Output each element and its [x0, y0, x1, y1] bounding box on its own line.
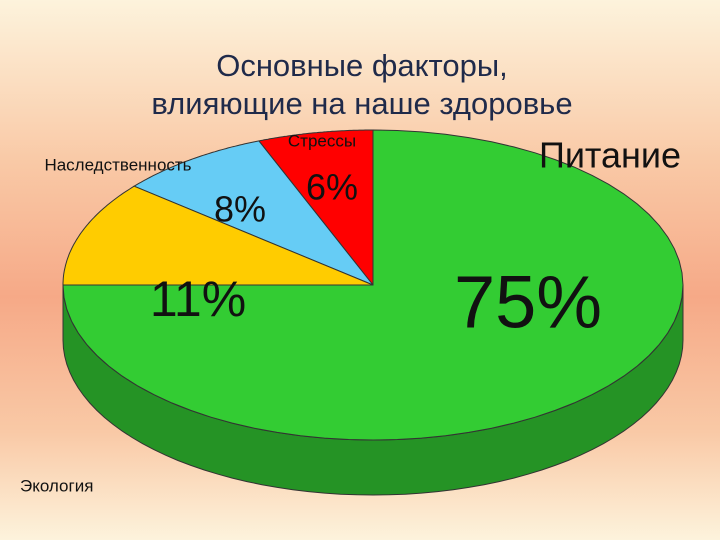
value-label: 11% — [150, 271, 246, 327]
slice — [258, 129, 374, 287]
slice — [62, 185, 374, 286]
slice — [62, 129, 684, 441]
slice — [132, 140, 375, 287]
chart-title: влияющие на наше здоровье — [151, 86, 572, 121]
value-label: 75% — [454, 261, 602, 344]
category-label: Стрессы — [288, 131, 356, 150]
chart-title: Основные факторы, — [216, 48, 508, 83]
category-label: Наследственность — [44, 155, 191, 174]
category-label: Питание — [539, 135, 681, 176]
value-label: 6% — [306, 167, 358, 208]
value-label: 8% — [214, 189, 266, 230]
category-label: Экология — [20, 476, 93, 495]
